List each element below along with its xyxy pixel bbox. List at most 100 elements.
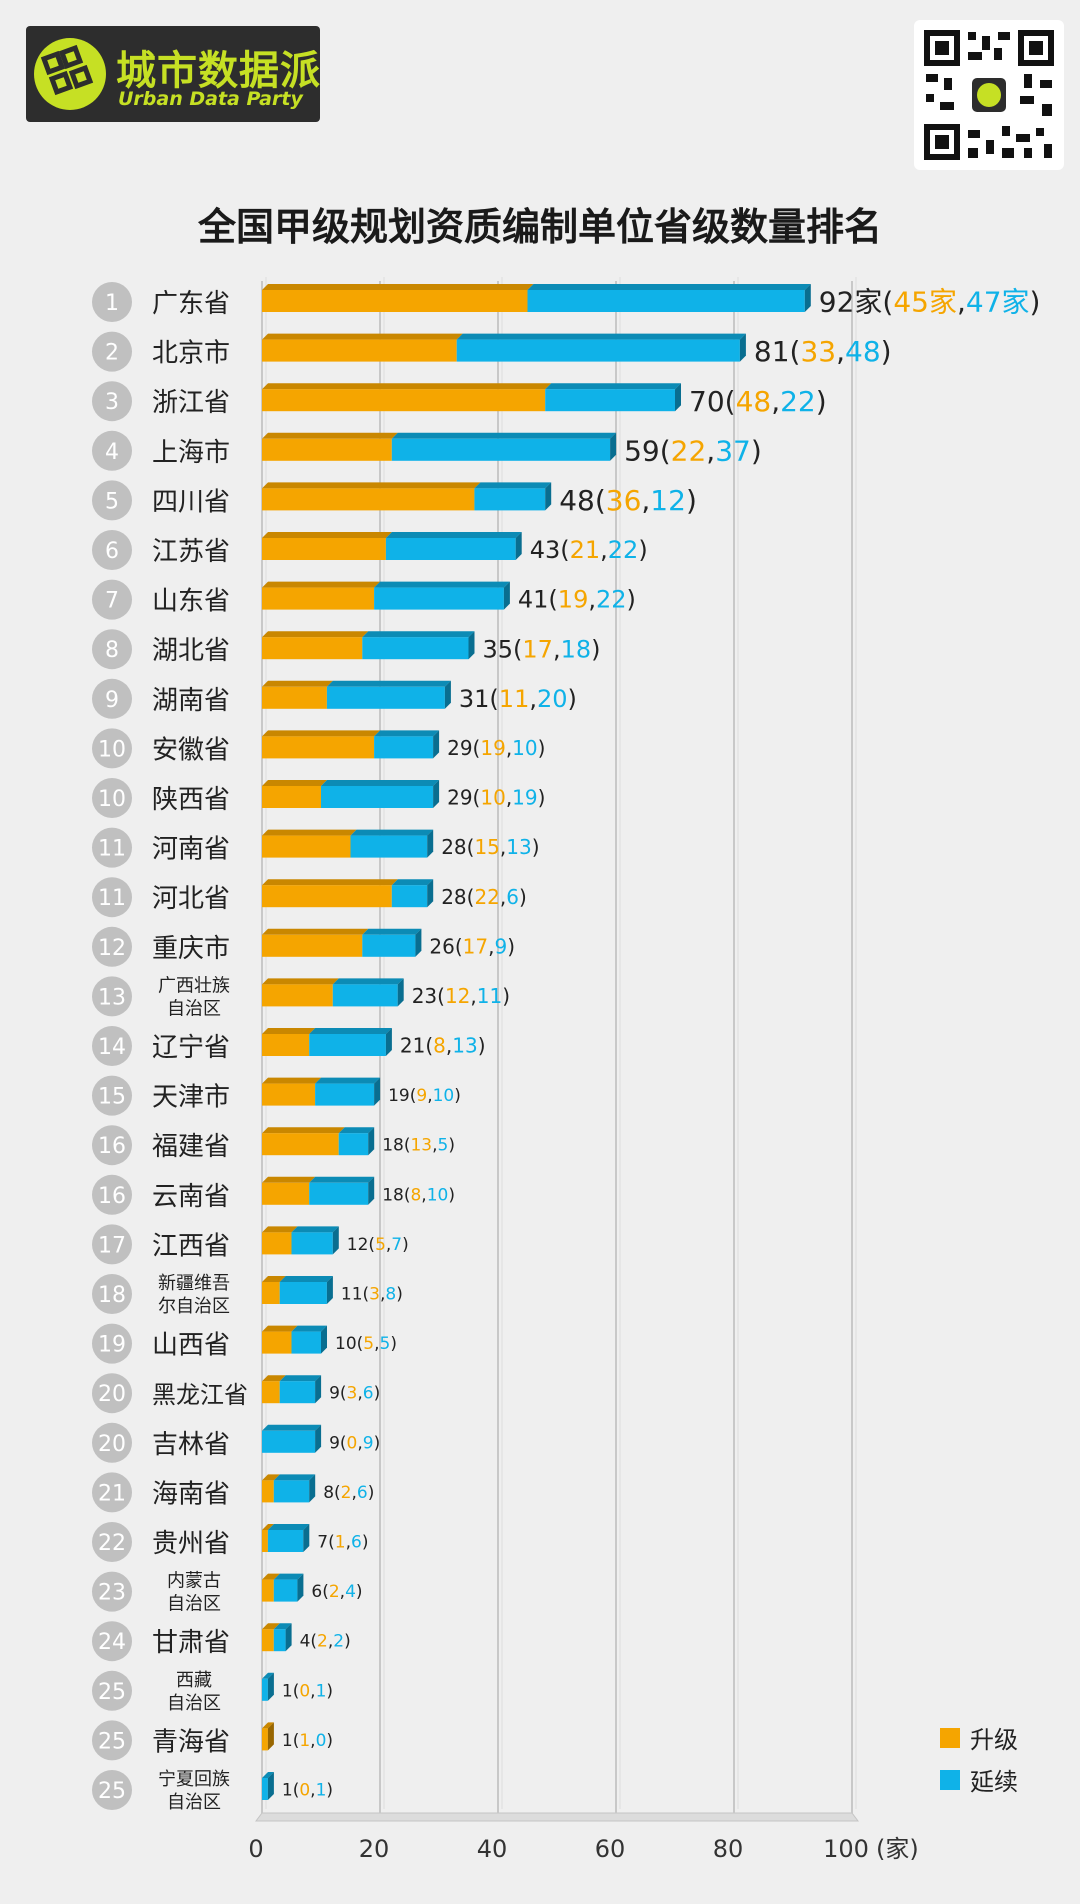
province-name: 青海省: [152, 1727, 230, 1757]
bar-segment-continue: [326, 686, 445, 709]
bar-row: 14 辽宁省 21(8,13): [92, 1026, 486, 1066]
value-close: ): [362, 1532, 369, 1552]
x-tick-label: 40: [477, 1835, 508, 1863]
rank-number: 5: [105, 489, 119, 514]
rank-number: 10: [98, 787, 126, 812]
bar-segment-continue: [309, 1034, 386, 1056]
rank-number: 2: [105, 341, 119, 366]
province-name: 西藏: [176, 1670, 212, 1691]
total-value: 28(: [441, 885, 474, 909]
bar-value-label: 18(13,5): [382, 1136, 455, 1156]
rank-number: 25: [98, 1779, 126, 1804]
bar-segment-continue: [321, 786, 434, 808]
value-close: ): [627, 586, 636, 614]
bar-top-upgrade: [262, 581, 381, 588]
rank-badge: [92, 1621, 132, 1662]
value-close: ): [448, 1185, 455, 1205]
rank-badge: [92, 629, 132, 670]
province-name: 湖北省: [152, 636, 230, 666]
bar-end-cap: [397, 978, 404, 1007]
bar-segment-continue: [362, 934, 416, 957]
continue-value: 47家: [966, 286, 1030, 319]
upgrade-value: 21: [570, 536, 601, 564]
rank-badge: [92, 1770, 132, 1810]
bar-top-upgrade: [262, 680, 333, 687]
province-name: 山西省: [152, 1331, 230, 1361]
value-separator: ,: [641, 484, 650, 517]
bar-row: 11 河北省 28(22,6): [92, 877, 527, 918]
bar-segment-continue: [315, 1083, 375, 1106]
total-value: 26(: [429, 934, 462, 958]
bar-end-cap: [309, 1474, 316, 1503]
bar-segment-upgrade: [262, 488, 475, 511]
bar-value-label: 31(11,20): [459, 685, 577, 713]
rank-badge: [92, 1571, 132, 1612]
bar-top-continue: [262, 1772, 274, 1778]
value-separator: ,: [357, 1384, 362, 1404]
bar-row: 3 浙江省 70(48,22): [92, 381, 827, 422]
total-value: 9(: [329, 1384, 346, 1404]
total-value: 6(: [311, 1582, 328, 1602]
bar-row: 4 上海市 59(22,37): [92, 430, 762, 471]
province-name: 自治区: [167, 1792, 221, 1813]
total-value: 81(: [754, 335, 801, 368]
logo-english-text: Urban Data Party: [118, 88, 303, 110]
value-close: ): [454, 1086, 461, 1106]
upgrade-value: 15: [474, 835, 499, 859]
bar-top-continue: [474, 482, 552, 489]
bar-top-continue: [262, 1424, 322, 1431]
bar-segment-continue: [374, 587, 504, 610]
total-value: 48(: [559, 484, 606, 517]
rank-number: 25: [98, 1680, 126, 1705]
bar-end-cap: [433, 780, 440, 808]
bar-row: 16 福建省 18(13,5): [92, 1125, 455, 1166]
bar-segment-upgrade: [262, 686, 327, 709]
upgrade-value: 33: [800, 335, 836, 368]
rank-badge: [92, 976, 132, 1017]
bar-top-upgrade: [262, 780, 327, 786]
province-name: 河南省: [152, 835, 230, 865]
bar-row: 24 甘肃省 4(2,2): [92, 1621, 351, 1662]
rank-number: 7: [105, 589, 119, 614]
value-close: ): [538, 736, 546, 760]
province-name: 自治区: [167, 998, 221, 1019]
value-separator: ,: [310, 1780, 315, 1800]
province-name: 自治区: [167, 1693, 221, 1714]
bar-value-label: 10(5,5): [335, 1334, 397, 1354]
bar-value-label: 92家(45家,47家): [819, 286, 1041, 319]
total-value: 70(: [689, 385, 736, 418]
continue-value: 6: [357, 1483, 368, 1503]
upgrade-value: 2: [317, 1632, 328, 1652]
bar-top-upgrade: [262, 1077, 322, 1084]
value-separator: ,: [346, 1532, 351, 1552]
province-name: 宁夏回族: [158, 1769, 230, 1790]
continue-value: 1: [316, 1780, 327, 1800]
chart-legend: 升级 延续: [940, 1720, 1060, 1804]
bar-top-upgrade: [262, 879, 398, 886]
rank-badge: [92, 728, 132, 769]
value-close: ): [448, 1136, 455, 1156]
rank-badge: [92, 331, 132, 372]
bar-top-continue: [391, 432, 617, 439]
bar-end-cap: [368, 1176, 375, 1205]
bar-end-cap: [739, 333, 746, 362]
continue-value: 8: [385, 1284, 396, 1304]
value-separator: ,: [506, 736, 512, 760]
bar-value-label: 28(22,6): [441, 885, 527, 909]
rank-badge: [92, 1720, 132, 1761]
bar-segment-upgrade: [262, 1331, 292, 1354]
upgrade-value: 13: [410, 1136, 432, 1156]
bar-segment-upgrade: [262, 1182, 310, 1205]
upgrade-value: 19: [558, 586, 589, 614]
rank-number: 21: [98, 1481, 126, 1506]
value-separator: ,: [771, 385, 780, 418]
value-close: ): [390, 1334, 397, 1354]
bar-top-upgrade: [262, 482, 481, 489]
x-tick-label: 0: [248, 1835, 263, 1863]
total-value: 18(: [382, 1185, 410, 1205]
bar-row: 11 河南省 28(15,13): [92, 827, 540, 868]
bar-row: 1 广东省 92家(45家,47家): [92, 282, 1040, 322]
value-separator: ,: [357, 1433, 362, 1453]
bar-value-label: 26(17,9): [429, 934, 515, 958]
